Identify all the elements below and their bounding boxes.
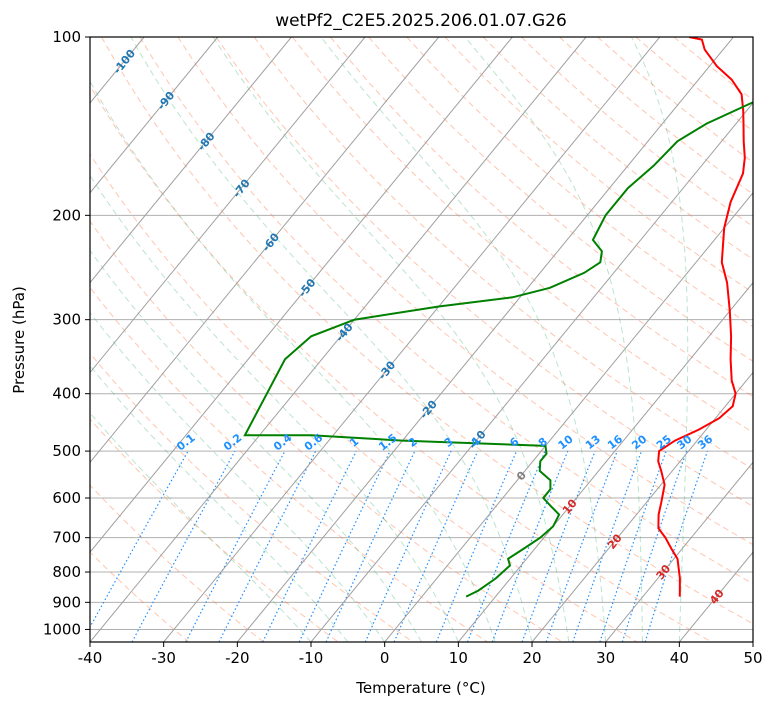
y-axis-label: Pressure (hPa) <box>10 286 28 394</box>
mixing-ratio-line <box>545 450 618 642</box>
mixing-ratio-line <box>218 450 317 642</box>
x-tick-label: 10 <box>449 649 468 667</box>
moist-adiabat <box>90 311 386 642</box>
mixing-ratio-line <box>644 450 708 642</box>
isotherm <box>457 281 753 642</box>
x-tick-label: 0 <box>380 649 390 667</box>
y-tick-label: 1000 <box>43 620 81 638</box>
mixing-ratio-line <box>364 450 452 642</box>
y-tick-label: 600 <box>52 489 81 507</box>
dry-adiabat <box>292 37 753 433</box>
dry-adiabat <box>90 484 264 642</box>
mixing-ratio-line <box>521 450 596 642</box>
mixing-ratio-line <box>262 450 357 642</box>
dry-adiabat <box>406 37 753 328</box>
dry-adiabat <box>444 37 753 294</box>
y-tick-label: 400 <box>52 385 81 403</box>
x-tick-label: -30 <box>151 649 176 667</box>
y-tick-label: 200 <box>52 206 81 224</box>
isotherm <box>90 37 587 642</box>
dry-adiabat <box>90 84 712 642</box>
isotherm <box>236 37 734 642</box>
x-tick-label: 40 <box>670 649 689 667</box>
pressure-grid <box>90 37 753 630</box>
mixing-ratio-lines <box>90 450 708 642</box>
isotherm <box>90 37 219 194</box>
plot-frame <box>89 36 754 643</box>
moist-adiabat <box>631 37 689 642</box>
mixing-ratio-line <box>572 450 643 642</box>
y-tick-label: 100 <box>52 28 81 46</box>
moist-adiabat <box>212 37 570 642</box>
x-tick-label: 20 <box>522 649 541 667</box>
isotherm <box>310 102 753 642</box>
mixing-ratio-line <box>466 450 546 642</box>
sounding-line <box>243 101 753 598</box>
isotherm <box>531 371 753 642</box>
y-axis: 100 200 300 400 500 600 700 800 900 1000 <box>43 28 90 638</box>
dry-adiabat <box>90 286 488 642</box>
isotherms <box>90 37 753 642</box>
isotherm <box>605 461 753 642</box>
isotherm <box>752 641 753 642</box>
x-axis: -40 -30 -20 -10 0 10 20 30 40 50 <box>78 642 763 667</box>
x-tick-label: -40 <box>78 649 103 667</box>
x-axis-label: Temperature (°C) <box>355 679 485 697</box>
mixing-ratio-line <box>599 450 667 642</box>
dry-adiabat <box>368 37 753 362</box>
dry-adiabat <box>90 220 563 642</box>
x-tick-label: 30 <box>596 649 615 667</box>
moist-adiabat <box>464 37 643 642</box>
plot-area <box>90 37 753 642</box>
sounding-series <box>243 37 753 598</box>
mixing-ratio-line <box>131 450 236 642</box>
mixing-ratio-line <box>90 450 189 629</box>
isotherm <box>90 37 513 553</box>
moist-adiabat <box>90 80 496 642</box>
isotherm <box>384 192 753 642</box>
mixing-ratio-line <box>435 450 518 642</box>
x-tick-label: -10 <box>299 649 324 667</box>
mixing-ratio-line <box>621 450 688 642</box>
mixing-ratio-line <box>393 450 479 642</box>
chart-title: wetPf2_C2E5.2025.206.01.07.G26 <box>275 11 567 31</box>
dry-adiabat <box>139 37 753 585</box>
x-tick-label: -20 <box>225 649 250 667</box>
dry-adiabat <box>90 551 190 642</box>
isotherm <box>90 37 366 374</box>
dry-adiabat <box>90 153 638 642</box>
dry-adiabat <box>215 37 753 507</box>
moist-adiabat <box>90 174 459 642</box>
mixing-ratio-line <box>491 450 569 642</box>
moist-adiabat <box>320 37 607 642</box>
y-tick-label: 300 <box>52 311 81 329</box>
isotherm <box>163 37 661 642</box>
isotherm <box>90 37 292 284</box>
y-tick-label: 500 <box>52 442 81 460</box>
isotherm <box>90 37 440 464</box>
x-tick-label: 50 <box>743 649 762 667</box>
y-tick-label: 800 <box>52 563 81 581</box>
y-tick-label: 700 <box>52 529 81 547</box>
y-tick-label: 900 <box>52 593 81 611</box>
moist-adiabat <box>90 365 349 642</box>
moist-adiabats <box>90 37 689 642</box>
dry-adiabat <box>330 37 753 398</box>
moist-adiabat <box>130 37 533 642</box>
